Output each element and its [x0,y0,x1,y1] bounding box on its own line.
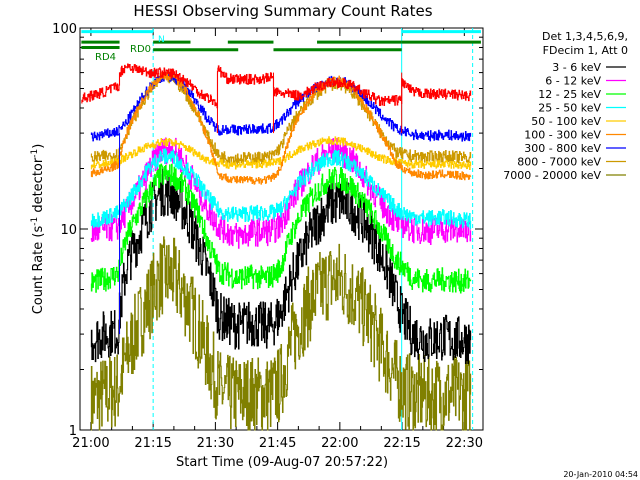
legend-entry: 25 - 50 keV [538,102,626,115]
series-100-300-kev [90,71,472,185]
x-tick-label: 22:30 [446,436,483,451]
legend-label: 7000 - 20000 keV [503,169,601,182]
y-axis-label-sup: -1 [30,217,40,226]
legend-label: 25 - 50 keV [538,102,601,115]
legend-entry: 3 - 6 keV [552,61,626,74]
x-tick-label: 21:30 [197,436,234,451]
x-tick-label: 21:45 [259,436,296,451]
legend-label: 6 - 12 keV [545,75,601,88]
legend-label: 12 - 25 keV [538,88,601,101]
legend-header-line-2: FDecim 1, Att 0 [543,44,628,57]
legend-label: 100 - 300 keV [524,129,601,142]
series-25-50-kev [90,148,472,230]
series-red-trace [81,63,472,109]
series-50-100-kev [90,136,472,170]
timestamp: 20-Jan-2010 04:54 [563,470,638,479]
legend-entry: 6 - 12 keV [545,75,626,88]
chart-title: HESSI Observing Summary Count Rates [133,2,432,20]
series-layer [81,63,472,431]
axes-layer: 21:00 21:15 21:30 21:45 22:00 22:15 22:30 1 10 10… [52,22,483,451]
legend-header-line-1: Det 1,3,4,5,6,9, [542,30,628,43]
flag-label-n: N [158,35,165,45]
x-axis-label: Start Time (09-Aug-07 20:57:22) [176,455,388,470]
y-tick-label: 1 [69,424,77,439]
flag-label-rd0: RD0 [130,44,151,55]
y-axis-label-tail: detector [31,157,46,217]
y-axis-label: Count Rate (s-1 detector-1) [30,144,46,315]
series-12-25-kev [90,163,472,294]
legend-label: 300 - 800 keV [524,142,601,155]
legend-entry: 800 - 7000 keV [517,156,626,169]
y-tick-label: 10 [60,223,77,238]
flag-label-rd4: RD4 [95,52,116,63]
legend-label: 800 - 7000 keV [517,156,601,169]
legend-header: Det 1,3,4,5,6,9, FDecim 1, Att 0 [542,30,628,57]
series-300-800-kev [90,71,472,142]
legend-label: 50 - 100 keV [531,115,601,128]
series-3-6-kev [90,168,472,365]
flag-layer: N RD0 RD4 [81,28,481,430]
x-tick-label: 22:00 [321,436,358,451]
legend-entry: 50 - 100 keV [531,115,626,128]
legend-entry: 100 - 300 keV [524,129,626,142]
legend-entry: 7000 - 20000 keV [503,169,626,182]
series-800-7000-kev [90,71,472,165]
x-tick-label: 21:15 [134,436,171,451]
y-axis-label-main: Count Rate (s [31,226,46,315]
y-axis-label-sup2: -1 [30,149,40,158]
legend-entry: 12 - 25 keV [538,88,626,101]
svg-text:Count Rate (s-1 detector-1): Count Rate (s-1 detector-1) [30,144,46,315]
x-tick-label: 22:15 [383,436,420,451]
y-tick-label: 100 [52,22,77,37]
legend-label: 3 - 6 keV [552,61,601,74]
y-axis-label-close: ) [31,144,46,149]
legend-entry: 300 - 800 keV [524,142,626,155]
x-tick-label: 21:00 [72,436,109,451]
series-7000-20000-kev [90,236,472,431]
